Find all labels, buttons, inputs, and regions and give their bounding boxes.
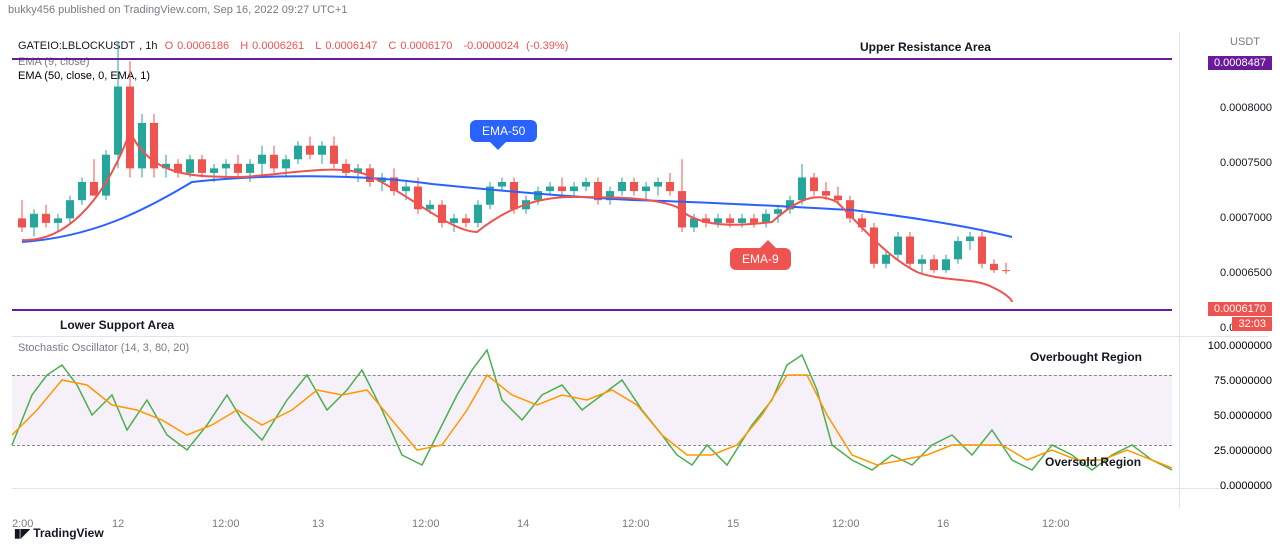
ema50-callout: EMA-50 xyxy=(470,120,537,142)
pane-separator xyxy=(12,336,1268,337)
tradingview-logo: ▮◤ TradingView xyxy=(14,526,104,540)
upper-resistance-label: Upper Resistance Area xyxy=(860,40,991,54)
price-chart xyxy=(12,32,1172,332)
axis-separator xyxy=(1179,32,1180,508)
ema9-callout: EMA-9 xyxy=(730,248,791,270)
countdown-badge: 32:03 xyxy=(1232,317,1272,331)
logo-icon: ▮◤ xyxy=(14,526,30,540)
oversold-label: Oversold Region xyxy=(1045,455,1141,469)
time-separator xyxy=(12,488,1268,489)
publish-header: bukky456 published on TradingView.com, S… xyxy=(8,4,348,16)
resistance-price-badge: 0.0008487 xyxy=(1208,56,1272,70)
support-line xyxy=(12,309,1172,311)
currency-label: USDT xyxy=(1230,36,1260,48)
resistance-line xyxy=(12,58,1172,60)
lower-support-label: Lower Support Area xyxy=(60,318,174,332)
stoch-chart xyxy=(12,340,1172,480)
current-price-badge: 0.0006170 xyxy=(1208,302,1272,316)
overbought-label: Overbought Region xyxy=(1030,350,1142,364)
